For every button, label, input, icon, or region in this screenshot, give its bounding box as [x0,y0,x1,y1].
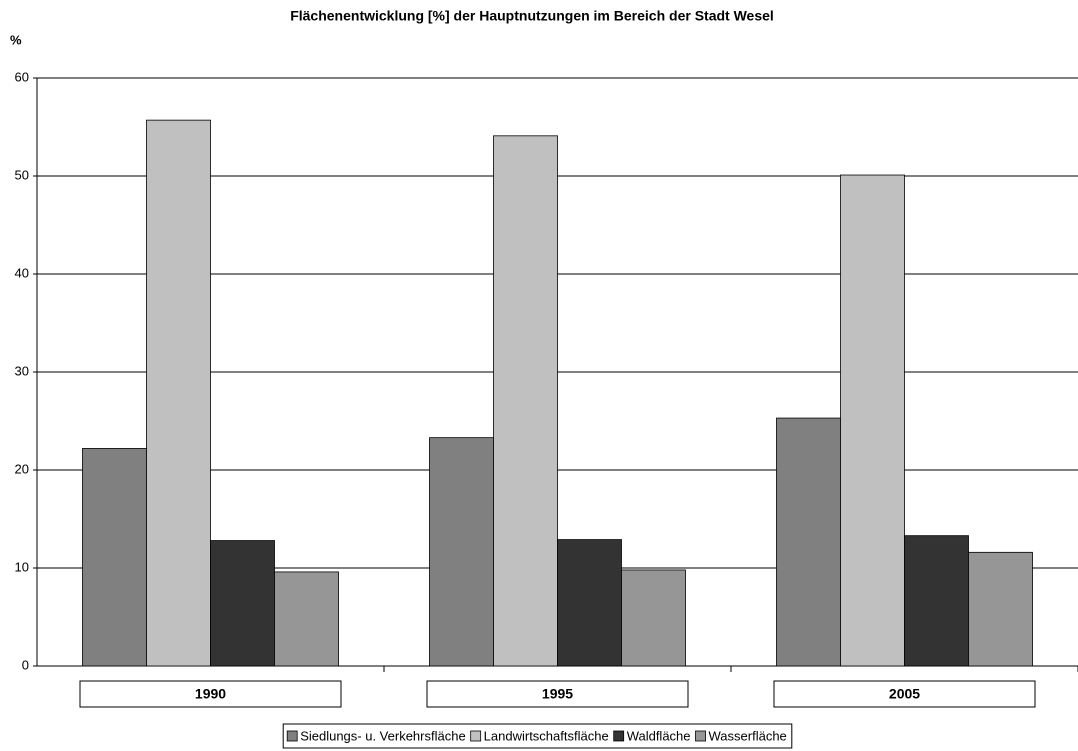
legend-swatch [695,730,706,742]
y-tick-label: 60 [15,69,29,84]
legend-label: Waldfläche [627,728,691,743]
bar [557,539,622,667]
category-box [79,680,342,708]
y-tick-label: 20 [15,461,29,476]
y-tick-label: 30 [15,363,29,378]
y-tick-label: 50 [15,167,29,182]
chart-title: Flächenentwicklung [%] der Hauptnutzunge… [290,8,774,24]
legend-swatch [613,730,625,742]
legend-swatch [286,730,298,742]
bar [621,569,686,667]
x-tick-label: 1990 [195,686,226,702]
category-box [426,680,689,708]
x-tick-label: 2005 [889,686,920,702]
legend-label: Wasserfläche [709,728,787,743]
y-tick-label: 10 [15,559,29,574]
bar [968,551,1033,667]
legend-label: Siedlungs- u. Verkehrsfläche [300,728,465,743]
bar [904,535,969,667]
bar [82,448,147,667]
legend-swatch [470,730,482,742]
category-box [773,680,1036,708]
bar [840,174,905,667]
legend-label: Landwirtschaftsfläche [484,728,609,743]
y-tick-label: 40 [15,265,29,280]
y-axis-label: % [10,32,22,47]
bar [210,540,275,667]
bar [776,417,841,667]
bar [274,571,339,667]
bar [146,119,211,667]
bar [429,437,494,667]
bar [493,135,558,667]
x-tick-label: 1995 [542,686,573,702]
y-tick-label: 0 [22,657,29,672]
legend-box [282,723,793,749]
